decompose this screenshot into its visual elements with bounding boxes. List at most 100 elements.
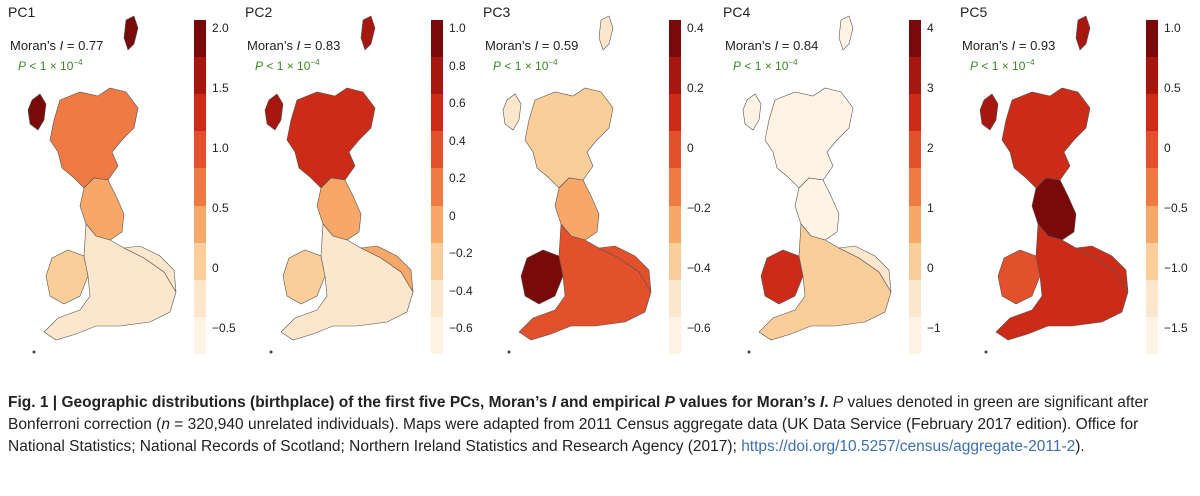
p-symbol: P [18,59,27,73]
caption-title-p: P [664,394,675,411]
colorbar-segment [669,57,681,95]
p-value-label: P < 1 × 10−4 [733,58,798,73]
p-text: < 1 × 10 [978,59,1026,73]
morans-i-value: = 0.83 [300,38,341,53]
region-east [1074,245,1129,293]
colorbar-tick-label: −0.6 [687,321,711,335]
colorbar-tick-label: 2.0 [212,21,229,35]
p-value-label: P < 1 × 10−4 [18,58,83,73]
colorbar-segment [669,168,681,207]
region-east [122,245,177,293]
colorbar-segment [909,242,921,281]
p-value-label: P < 1 × 10−4 [970,58,1035,73]
region-north [286,87,376,189]
region-east [359,245,414,293]
p-symbol: P [733,59,742,73]
morans-i-label: Moran’s I = 0.83 [247,38,340,53]
colorbar-segment [909,20,921,58]
colorbar-segment [194,94,206,132]
colorbar-segment [194,20,206,58]
caption-text-1: values denoted in green are significant … [8,394,1149,433]
colorbar-segment [1146,57,1158,95]
colorbar-tick-label: 1 [927,201,934,215]
colorbar-tick-label: −0.2 [449,246,473,260]
panel-label: PC1 [8,4,36,20]
region-wales [45,249,89,305]
morans-i-value: = 0.59 [538,38,579,53]
region-islands [264,93,284,131]
scale-mark [747,350,751,354]
panel-label: PC5 [960,4,988,20]
birthplace-map [979,15,1129,354]
colorbar-segment [194,168,206,207]
colorbar-segment [909,131,921,169]
morans-i-value: = 0.77 [63,38,104,53]
morans-prefix: Moran’s [725,38,775,53]
panel-label: PC2 [245,4,273,20]
birthplace-map [502,15,652,354]
p-value-label: P < 1 × 10−4 [255,58,320,73]
p-exponent: −4 [73,58,83,67]
colorbar-segment [669,205,681,244]
colorbar-segment [194,131,206,169]
colorbar-segment [431,20,443,58]
p-exponent: −4 [788,58,798,67]
scale-mark [32,350,36,354]
morans-i-label: Moran’s I = 0.77 [10,38,103,53]
colorbar-segment [431,279,443,318]
colorbar-segment [194,279,206,318]
colorbar-segment [194,242,206,281]
p-text: < 1 × 10 [263,59,311,73]
colorbar-tick-label: 1.0 [1164,21,1181,35]
scale-mark [507,350,511,354]
colorbar-tick-label: 0 [1164,141,1171,155]
region-shetland [838,15,854,51]
morans-i-value: = 0.84 [778,38,819,53]
p-exponent: −4 [1025,58,1035,67]
panel-pc5: PC5 Moran’s I = 0.93 P < 1 × 10−4 1.0 0.5 0 −0… [952,0,1188,370]
colorbar-tick-label: 4 [927,21,934,35]
colorbar-tick-label: −0.4 [687,261,711,275]
morans-i-symbol: I [296,38,301,53]
colorbar [1146,20,1158,355]
colorbar-segment [431,57,443,95]
colorbar-tick-label: 0.6 [449,96,466,110]
colorbar-segment [1146,205,1158,244]
colorbar-tick-label: 0 [687,141,694,155]
p-value-label: P < 1 × 10−4 [493,58,558,73]
colorbar-segment [431,131,443,169]
colorbar-tick-label: −0.6 [449,321,473,335]
figure-caption: Fig. 1 | Geographic distributions (birth… [8,392,1192,458]
region-middle [79,177,125,241]
colorbar-segment [1146,168,1158,207]
figure-panels: PC1 Moran’s I = 0.77 P < 1 × 10−4 2.0 1.5 1.0… [8,0,1188,370]
colorbar-tick-label: 0.5 [1164,81,1181,95]
region-shetland [360,15,376,51]
colorbar-tick-label: −1.5 [1164,321,1188,335]
region-islands [502,93,522,131]
region-islands [979,93,999,131]
region-shetland [1075,15,1091,51]
colorbar-tick-label: −1 [927,321,941,335]
region-north [1001,87,1091,189]
region-wales [760,249,804,305]
colorbar-segment [909,205,921,244]
caption-doi-link[interactable]: https://doi.org/10.5257/census/aggregate… [741,438,1076,455]
colorbar-tick-label: 0.8 [449,58,466,73]
colorbar-tick-label: 0.2 [687,81,704,95]
region-middle [794,177,840,241]
colorbar [431,20,443,355]
region-middle [1031,177,1077,241]
colorbar-segment [669,316,681,355]
panel-label: PC3 [483,4,511,20]
caption-title-i2: I [819,394,825,411]
colorbar-segment [669,131,681,169]
colorbar-segment [1146,242,1158,281]
colorbar-tick-label: 1.0 [449,21,466,35]
colorbar-segment [669,94,681,132]
panel-pc3: PC3 Moran’s I = 0.59 P < 1 × 10−4 0.4 0.2 0 −0… [475,0,711,370]
morans-i-label: Moran’s I = 0.84 [725,38,818,53]
morans-prefix: Moran’s [485,38,535,53]
p-exponent: −4 [310,58,320,67]
birthplace-map [27,15,177,354]
